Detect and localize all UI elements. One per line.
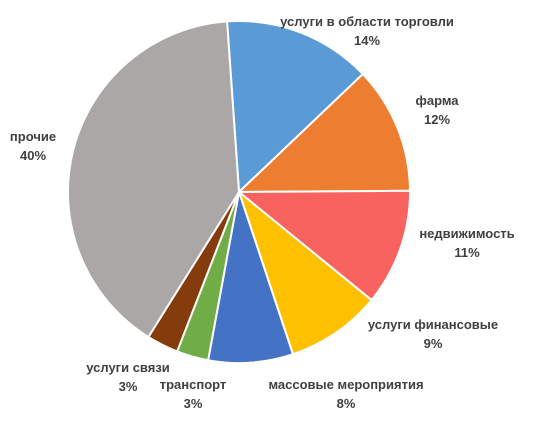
slice-category-label: транспорт bbox=[160, 377, 227, 392]
pie-slice-2 bbox=[236, 72, 412, 194]
pie-slice-1 bbox=[226, 20, 365, 195]
pie-labels: услуги в области торговли 14% фарма 12% недв… bbox=[10, 14, 515, 411]
pie-slice-4 bbox=[236, 189, 373, 356]
slice-value-label: 11% bbox=[454, 245, 480, 260]
slice-value-label: 3% bbox=[119, 379, 138, 394]
slice-category-label: услуги связи bbox=[86, 360, 170, 375]
slice-value-label: 12% bbox=[424, 112, 450, 127]
slice-category-label: услуги финансовые bbox=[368, 317, 498, 332]
pie-slices bbox=[67, 20, 412, 364]
pie-slice-8 bbox=[67, 20, 241, 339]
pie-slice-3 bbox=[236, 189, 412, 302]
slice-value-label: 8% bbox=[337, 396, 356, 411]
slice-value-label: 14% bbox=[354, 33, 380, 48]
slice-category-label: недвижимость bbox=[419, 226, 514, 241]
slice-category-label: массовые мероприятия bbox=[268, 377, 423, 392]
slice-category-label: фарма bbox=[415, 93, 459, 108]
slice-value-label: 3% bbox=[184, 396, 203, 411]
slice-category-label: прочие bbox=[10, 129, 56, 144]
slice-value-label: 9% bbox=[424, 336, 443, 351]
slice-value-label: 40% bbox=[20, 148, 46, 163]
slice-category-label: услуги в области торговли bbox=[280, 14, 454, 29]
